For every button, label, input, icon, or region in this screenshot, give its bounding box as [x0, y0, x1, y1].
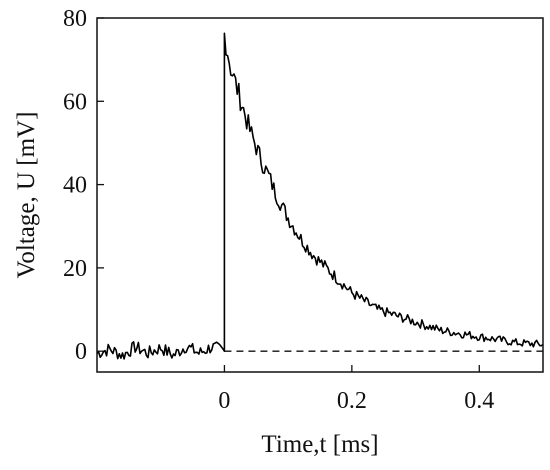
x-tick-label: 0	[218, 388, 230, 414]
y-tick-label: 80	[63, 6, 87, 32]
x-axis-title: Time,t [ms]	[261, 431, 378, 458]
y-tick-label: 20	[63, 256, 87, 282]
series-line-voltage	[96, 32, 544, 360]
x-tick-label: 0.4	[464, 388, 494, 414]
y-axis-title: Voltage, U [mV]	[13, 112, 40, 279]
plot-area-frame	[96, 17, 544, 373]
y-tick-label: 60	[63, 89, 87, 115]
x-tick-label: 0.2	[337, 388, 367, 414]
y-tick-label: 0	[75, 339, 87, 365]
ticks-layer: 0 0.2 0.4 0 20 40 60 80	[63, 6, 494, 414]
y-tick-label: 40	[63, 173, 87, 199]
